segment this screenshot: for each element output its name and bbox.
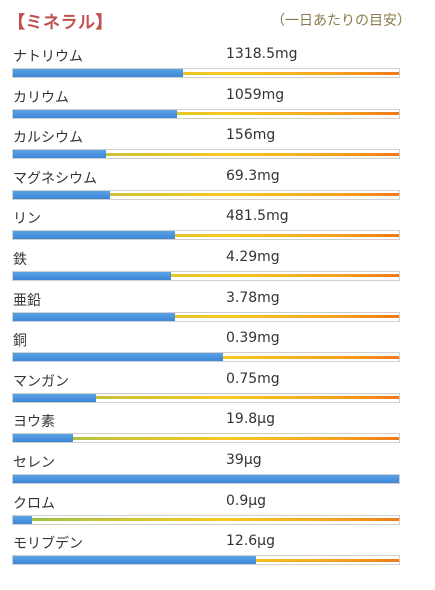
mineral-gauge [12, 514, 400, 525]
mineral-amount: 19.8μg [226, 411, 275, 428]
mineral-amount: 0.75mg [226, 370, 280, 387]
mineral-gauge-fill [13, 109, 178, 118]
mineral-gauge-fill [13, 271, 172, 280]
mineral-list: ナトリウム 1318.5mg カリウム 1059mg カルシウム 156mg マ… [0, 42, 435, 570]
mineral-row: 亜鉛 3.78mg [0, 286, 435, 327]
mineral-row: ヨウ素 19.8μg [0, 407, 435, 448]
mineral-name: モリブデン [13, 536, 83, 553]
mineral-name: カルシウム [13, 130, 83, 147]
mineral-name: マンガン [13, 373, 69, 390]
mineral-gauge-fill [13, 190, 110, 199]
mineral-gauge [12, 108, 400, 119]
mineral-amount: 0.39mg [226, 330, 280, 347]
header: 【ミネラル】 （一日あたりの目安） [0, 8, 435, 34]
mineral-gauge-fill [13, 393, 96, 402]
mineral-row: マンガン 0.75mg [0, 367, 435, 408]
section-title: 【ミネラル】 [8, 13, 113, 33]
mineral-gauge [12, 311, 400, 322]
mineral-row: マグネシウム 69.3mg [0, 164, 435, 205]
mineral-row: モリブデン 12.6μg [0, 529, 435, 570]
mineral-gauge [12, 352, 400, 363]
mineral-amount: 3.78mg [226, 289, 280, 306]
mineral-amount: 39μg [226, 451, 262, 468]
mineral-gauge [12, 230, 400, 241]
mineral-gauge [12, 149, 400, 160]
mineral-gauge [12, 189, 400, 200]
mineral-amount: 12.6μg [226, 533, 275, 550]
mineral-amount: 0.9μg [226, 492, 267, 509]
mineral-gauge [12, 270, 400, 281]
mineral-amount: 156mg [226, 127, 276, 144]
mineral-name: 鉄 [13, 251, 27, 268]
mineral-name: カリウム [13, 89, 69, 106]
mineral-row: セレン 39μg [0, 448, 435, 489]
mineral-row: カリウム 1059mg [0, 83, 435, 124]
mineral-gauge-fill [13, 312, 176, 321]
mineral-name: セレン [13, 454, 55, 471]
mineral-gauge [12, 433, 400, 444]
mineral-amount: 1059mg [226, 86, 285, 103]
mineral-row: クロム 0.9μg [0, 489, 435, 530]
mineral-name: ナトリウム [13, 49, 83, 65]
mineral-gauge-fill [13, 353, 224, 362]
mineral-row: ナトリウム 1318.5mg [0, 42, 435, 83]
mineral-gauge-fill [13, 474, 399, 483]
mineral-name: マグネシウム [13, 170, 97, 187]
mineral-gauge [12, 68, 400, 78]
mineral-gauge-fill [13, 434, 73, 443]
mineral-gauge [12, 473, 400, 484]
mineral-gauge-fill [13, 515, 33, 524]
mineral-amount: 1318.5mg [226, 46, 298, 62]
mineral-row: 銅 0.39mg [0, 326, 435, 367]
mineral-name: クロム [13, 495, 55, 512]
mineral-row: カルシウム 156mg [0, 123, 435, 164]
section-subtitle: （一日あたりの目安） [271, 13, 411, 29]
mineral-gauge-fill [13, 150, 106, 159]
mineral-amount: 481.5mg [226, 208, 289, 225]
mineral-name: 亜鉛 [13, 292, 41, 309]
mineral-amount: 69.3mg [226, 167, 280, 184]
mineral-amount: 4.29mg [226, 248, 280, 265]
mineral-gauge [12, 392, 400, 403]
mineral-gauge [12, 555, 400, 566]
mineral-gauge-fill [13, 231, 176, 240]
mineral-row: 鉄 4.29mg [0, 245, 435, 286]
mineral-row: リン 481.5mg [0, 204, 435, 245]
mineral-gauge-fill [13, 556, 257, 565]
mineral-name: ヨウ素 [13, 414, 55, 431]
mineral-name: 銅 [13, 333, 27, 350]
mineral-name: リン [13, 211, 41, 228]
mineral-gauge-fill [13, 69, 183, 77]
